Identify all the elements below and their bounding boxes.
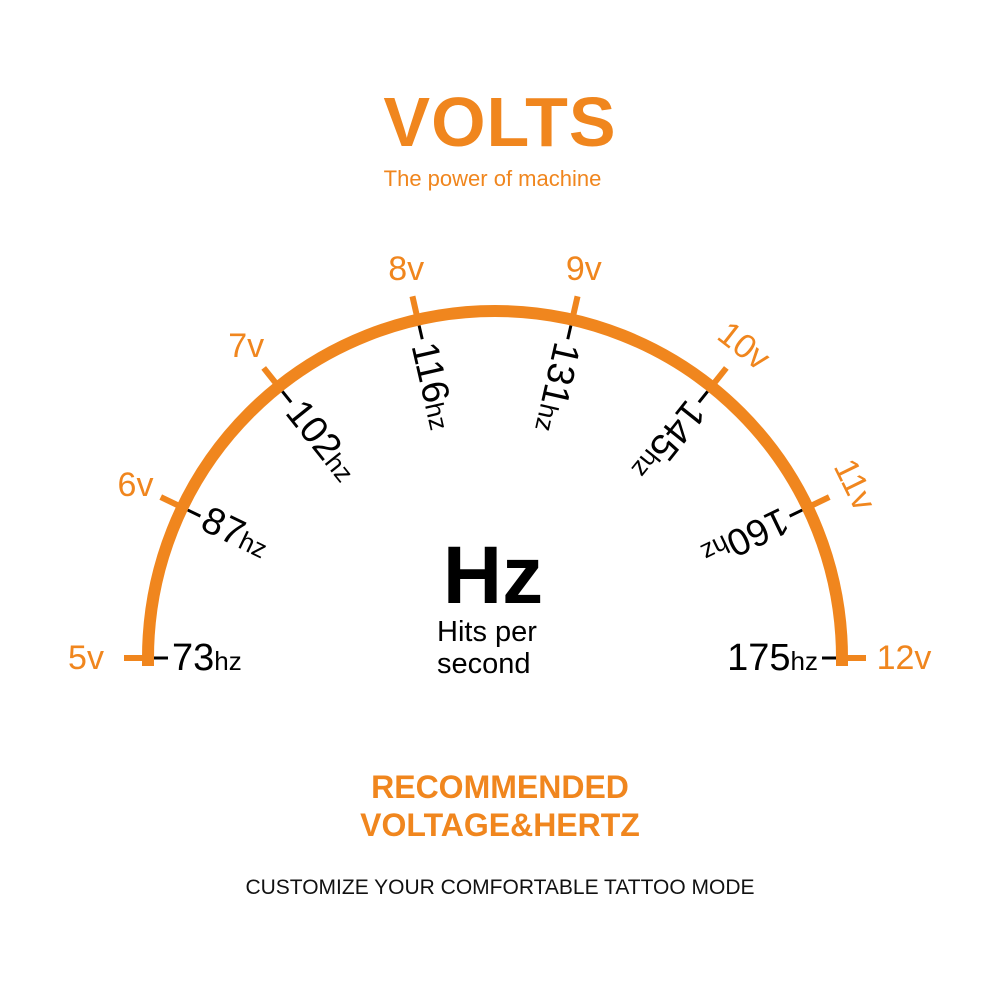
tagline: CUSTOMIZE YOUR COMFORTABLE TATTOO MODE bbox=[245, 876, 755, 899]
volt-tick-mark bbox=[568, 295, 581, 323]
hz-unit: hz bbox=[419, 400, 454, 433]
hz-tick-mark bbox=[281, 390, 293, 404]
hz-value: 175 bbox=[727, 637, 790, 679]
hz-label: 145hz bbox=[623, 392, 712, 489]
volt-tick-mark bbox=[261, 366, 283, 391]
hz-value: 116 bbox=[403, 338, 457, 406]
hz-unit: hz bbox=[214, 646, 241, 676]
hz-tick-mark bbox=[417, 325, 424, 340]
volt-label: 12v bbox=[877, 639, 932, 677]
center-caption-line1: Hits per bbox=[437, 616, 537, 648]
hz-label: 102hz bbox=[277, 392, 366, 489]
hz-tick-mark bbox=[566, 325, 573, 340]
volt-label: 11v bbox=[826, 453, 883, 517]
volt-tick-mark bbox=[159, 494, 186, 512]
volt-label: 10v bbox=[710, 314, 777, 378]
hz-unit: hz bbox=[791, 646, 818, 676]
hz-tick-mark bbox=[187, 508, 202, 518]
volt-label: 6v bbox=[118, 466, 154, 504]
volt-tick-mark bbox=[409, 295, 422, 323]
hz-value: 131 bbox=[532, 338, 587, 409]
page-title: VOLTS bbox=[383, 83, 617, 161]
hz-tick-mark bbox=[788, 508, 803, 518]
hz-label: 116hz bbox=[403, 338, 464, 433]
hz-value: 73 bbox=[172, 637, 214, 679]
volt-tick-mark bbox=[804, 494, 831, 512]
center-unit: Hz bbox=[443, 530, 543, 621]
volt-label: 8v bbox=[388, 250, 424, 288]
gauge-arc bbox=[142, 305, 848, 666]
recommended-line2: VOLTAGE&HERTZ bbox=[360, 807, 640, 843]
hz-label: 73hz bbox=[172, 637, 242, 679]
hz-label: 160hz bbox=[695, 499, 795, 576]
hz-tick-mark bbox=[697, 390, 709, 404]
hz-label: 131hz bbox=[526, 338, 587, 436]
volt-label: 5v bbox=[68, 639, 104, 677]
volt-tick-mark bbox=[707, 366, 729, 391]
page-subtitle: The power of machine bbox=[383, 166, 602, 191]
volt-label: 9v bbox=[566, 250, 602, 288]
volt-label: 7v bbox=[228, 327, 264, 365]
recommended-heading: RECOMMENDED VOLTAGE&HERTZ bbox=[0, 768, 1000, 844]
recommended-line1: RECOMMENDED bbox=[371, 769, 629, 805]
hz-label: 87hz bbox=[195, 499, 276, 567]
center-caption-line2: second bbox=[437, 648, 531, 680]
hz-label: 175hz bbox=[727, 637, 818, 679]
hz-unit: hz bbox=[529, 401, 564, 434]
